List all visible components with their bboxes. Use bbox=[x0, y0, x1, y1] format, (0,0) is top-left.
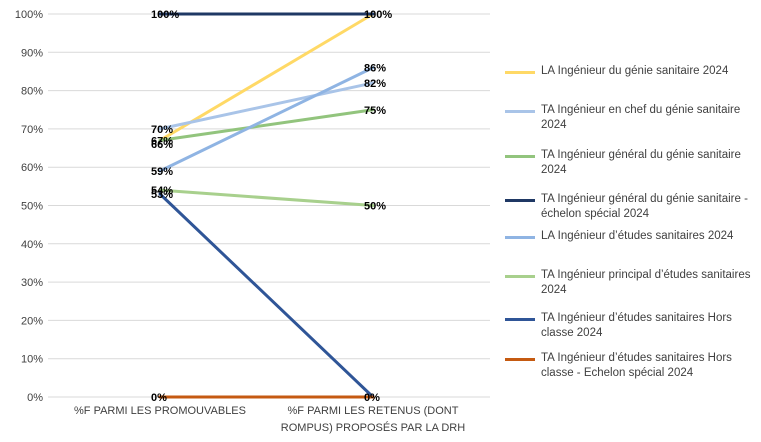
legend-label: TA Ingénieur principal d’études sanitair… bbox=[541, 269, 751, 296]
x-axis-categories: %F PARMI LES PROMOUVABLES %F PARMI LES RE… bbox=[74, 405, 465, 434]
y-tick-label: 40% bbox=[21, 239, 43, 251]
data-label: 67% bbox=[151, 135, 173, 147]
y-tick-label: 20% bbox=[21, 315, 43, 327]
data-labels: 100% 70%67%66% 59% 54%53% 0% 100% 86% 82% 75% 50%… bbox=[151, 9, 392, 404]
legend-item: TA Ingénieur d’études sanitaires Hors cl… bbox=[505, 311, 761, 341]
y-tick-label: 80% bbox=[21, 86, 43, 98]
y-tick-label: 50% bbox=[21, 201, 43, 213]
series-line bbox=[158, 192, 375, 399]
y-tick-label: 70% bbox=[21, 124, 43, 136]
data-label: 53% bbox=[151, 189, 173, 201]
legend-swatch bbox=[505, 236, 535, 239]
data-label: 82% bbox=[364, 78, 386, 90]
x-category-label: %F PARMI LES PROMOUVABLES bbox=[74, 405, 246, 417]
legend-item: LA Ingénieur d’études sanitaires 2024 bbox=[505, 229, 761, 244]
data-label: 59% bbox=[151, 166, 173, 178]
data-label: 100% bbox=[151, 9, 179, 21]
y-tick-label: 60% bbox=[21, 162, 43, 174]
legend-item: TA Ingénieur général du génie sanitaire … bbox=[505, 148, 761, 178]
legend-swatch bbox=[505, 110, 535, 113]
y-tick-label: 100% bbox=[15, 9, 43, 21]
y-tick-label: 0% bbox=[27, 392, 43, 404]
series-layer bbox=[158, 12, 375, 399]
series-line bbox=[158, 66, 375, 173]
legend-label: LA Ingénieur du génie sanitaire 2024 bbox=[541, 65, 729, 77]
legend-swatch bbox=[505, 155, 535, 158]
data-label: 66% bbox=[151, 139, 173, 151]
legend-label: TA Ingénieur en chef du génie sanitaire … bbox=[541, 104, 741, 131]
data-label: 75% bbox=[364, 105, 386, 117]
data-label: 54% bbox=[151, 185, 173, 197]
legend-item: TA Ingénieur en chef du génie sanitaire … bbox=[505, 103, 761, 133]
data-label: 0% bbox=[364, 392, 380, 404]
series-line bbox=[158, 188, 375, 207]
legend-item: TA Ingénieur principal d’études sanitair… bbox=[505, 268, 761, 298]
y-tick-label: 30% bbox=[21, 277, 43, 289]
legend-swatch bbox=[505, 199, 535, 202]
legend-label: TA Ingénieur d’études sanitaires Hors cl… bbox=[541, 312, 732, 339]
data-label: 50% bbox=[364, 201, 386, 213]
x-category-label: %F PARMI LES RETENUS (DONT ROMPUS) PROPOS… bbox=[281, 405, 465, 434]
legend-item: TA Ingénieur d’études sanitaires Hors cl… bbox=[505, 351, 761, 381]
legend-label: TA Ingénieur général du génie sanitaire … bbox=[541, 193, 748, 220]
series-line bbox=[158, 81, 375, 131]
data-label: 86% bbox=[364, 63, 386, 75]
data-label: 100% bbox=[364, 9, 392, 21]
legend-swatch bbox=[505, 318, 535, 321]
data-label: 0% bbox=[151, 392, 167, 404]
legend-item: LA Ingénieur du génie sanitaire 2024 bbox=[505, 64, 761, 79]
legend-label: LA Ingénieur d’études sanitaires 2024 bbox=[541, 230, 734, 242]
y-tick-label: 90% bbox=[21, 47, 43, 59]
series-line bbox=[158, 108, 375, 142]
grid-layer bbox=[48, 13, 490, 398]
legend-label: TA Ingénieur d’études sanitaires Hors cl… bbox=[541, 352, 732, 379]
series-line bbox=[158, 12, 375, 142]
legend-swatch bbox=[505, 358, 535, 361]
data-label: 70% bbox=[151, 124, 173, 136]
legend-label: TA Ingénieur général du génie sanitaire … bbox=[541, 149, 741, 176]
legend-swatch bbox=[505, 71, 535, 74]
y-axis-ticks: 0% 10% 20% 30% 40% 50% 60% 70% 80% 90% 100% bbox=[15, 9, 43, 404]
legend-item: TA Ingénieur général du génie sanitaire … bbox=[505, 192, 761, 222]
y-tick-label: 10% bbox=[21, 354, 43, 366]
legend-swatch bbox=[505, 275, 535, 278]
